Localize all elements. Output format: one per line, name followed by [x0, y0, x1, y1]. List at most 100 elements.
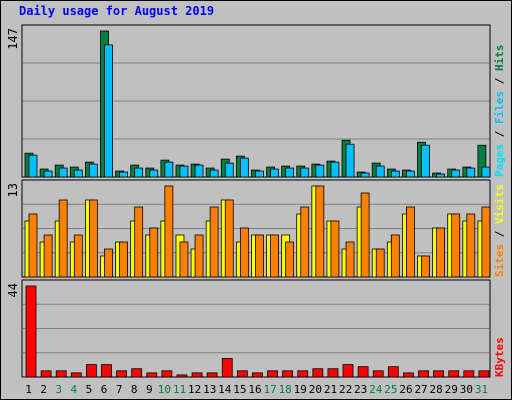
bar-sites-day-5: [88, 199, 98, 278]
bar-kbytes-day-18: [282, 370, 294, 378]
bar-kbytes-day-25: [387, 366, 399, 378]
bar-files-day-22: [345, 143, 355, 178]
legend-entry: Files: [493, 91, 506, 131]
bar-sites-day-20: [315, 185, 325, 278]
bar-files-day-27: [421, 144, 430, 178]
bar-sites-day-27: [421, 255, 430, 278]
bar-kbytes-day-4: [70, 372, 82, 378]
bar-kbytes-day-19: [297, 370, 309, 378]
bar-kbytes-day-8: [131, 368, 143, 378]
legend-entry: Pages: [493, 144, 506, 177]
bar-files-day-24: [375, 165, 385, 178]
bar-sites-day-25: [390, 234, 400, 278]
bar-sites-day-26: [406, 206, 415, 278]
bar-kbytes-day-29: [448, 370, 460, 378]
bar-files-day-23: [360, 172, 370, 178]
bar-files-day-12: [194, 164, 204, 178]
bar-kbytes-day-6: [101, 364, 112, 378]
day-label-24: 24: [369, 383, 383, 396]
legend-entry: /: [493, 77, 506, 91]
bar-kbytes-day-30: [463, 370, 475, 378]
bar-kbytes-day-1: [25, 285, 37, 378]
day-label-19: 19: [294, 383, 307, 396]
legend-entry: Sites: [493, 244, 506, 277]
bar-files-day-1: [28, 154, 38, 178]
bar-kbytes-day-7: [116, 370, 127, 378]
bar-sites-day-24: [375, 248, 385, 278]
day-label-21: 21: [324, 383, 337, 396]
bar-kbytes-day-9: [146, 372, 158, 378]
bar-kbytes-day-22: [342, 364, 354, 378]
day-label-3: 3: [55, 383, 62, 396]
bar-files-day-14: [224, 162, 234, 178]
bar-sites-day-1: [28, 213, 38, 278]
bar-sites-day-23: [360, 192, 370, 278]
bar-files-day-5: [88, 163, 98, 178]
day-label-20: 20: [309, 383, 322, 396]
bar-kbytes-day-31: [478, 370, 490, 378]
bar-sites-day-16: [255, 234, 264, 278]
day-label-8: 8: [131, 383, 138, 396]
ymax-label-hits-files-pages: 147: [6, 28, 20, 50]
bar-sites-day-22: [345, 241, 355, 278]
bar-files-day-8: [134, 167, 144, 178]
legend-entry: Hits: [493, 45, 506, 78]
bar-sites-day-11: [179, 241, 189, 278]
day-label-5: 5: [86, 383, 93, 396]
bar-sites-day-28: [436, 227, 446, 278]
bar-kbytes-day-15: [236, 370, 248, 378]
day-label-15: 15: [233, 383, 246, 396]
day-label-10: 10: [158, 383, 171, 396]
day-label-17: 17: [263, 383, 276, 396]
day-label-29: 29: [445, 383, 458, 396]
day-label-11: 11: [173, 383, 186, 396]
bar-sites-day-15: [239, 227, 249, 278]
bar-sites-day-17: [270, 234, 279, 278]
bar-kbytes-day-28: [433, 370, 445, 378]
bar-files-day-25: [390, 170, 400, 178]
bar-kbytes-day-5: [85, 364, 97, 378]
bar-files-day-19: [300, 167, 310, 178]
bar-kbytes-day-13: [206, 372, 218, 378]
bar-sites-day-10: [164, 185, 174, 278]
bar-sites-day-4: [73, 234, 83, 278]
bar-files-day-21: [330, 161, 340, 178]
bar-sites-day-13: [209, 206, 219, 278]
bar-kbytes-day-27: [418, 370, 429, 378]
day-label-25: 25: [384, 383, 397, 396]
legend-entry: Visits: [493, 184, 506, 230]
day-label-31: 31: [475, 383, 488, 396]
day-label-1: 1: [25, 383, 32, 396]
bar-files-day-10: [164, 161, 174, 178]
day-label-30: 30: [460, 383, 473, 396]
bar-kbytes-day-16: [252, 372, 263, 378]
bar-files-day-3: [58, 167, 68, 178]
bar-kbytes-day-11: [176, 374, 188, 378]
bar-files-day-29: [451, 169, 461, 178]
day-label-13: 13: [203, 383, 216, 396]
bar-files-day-7: [119, 171, 128, 178]
bar-kbytes-day-23: [357, 366, 369, 378]
bar-kbytes-day-10: [161, 370, 173, 378]
bar-kbytes-day-24: [372, 370, 384, 378]
bar-kbytes-day-3: [55, 370, 67, 378]
bar-sites-day-8: [134, 206, 144, 278]
bar-files-day-4: [73, 169, 83, 178]
ymax-label-visits-sites: 13: [6, 183, 20, 197]
day-label-18: 18: [279, 383, 292, 396]
bar-sites-day-18: [285, 241, 295, 278]
legend-visits-sites: Sites / Visits: [493, 184, 506, 277]
bar-kbytes-day-26: [403, 372, 414, 378]
bar-files-day-30: [466, 167, 476, 178]
day-label-16: 16: [248, 383, 261, 396]
bar-files-day-6: [104, 44, 113, 178]
bar-kbytes-day-2: [40, 370, 52, 378]
bar-files-day-26: [406, 170, 415, 178]
legend-hits-files-pages: Pages / Files / Hits: [493, 45, 506, 178]
bar-sites-day-3: [58, 199, 68, 278]
bar-files-day-13: [209, 169, 219, 178]
bar-kbytes-day-14: [221, 357, 233, 378]
bar-files-day-11: [179, 165, 189, 178]
bar-sites-day-9: [149, 227, 159, 278]
day-label-7: 7: [116, 383, 123, 396]
